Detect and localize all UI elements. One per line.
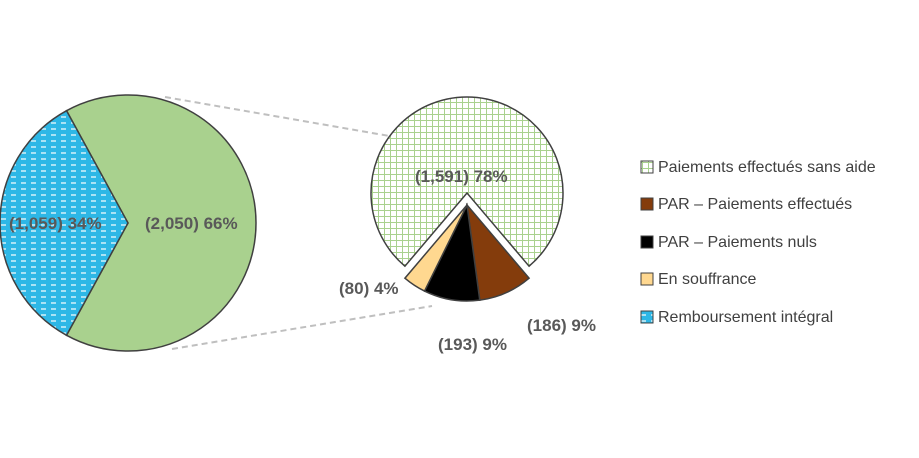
- slice-main-blue: [0, 109, 129, 337]
- legend-swatch-remboursement: [640, 310, 654, 324]
- legend-label-en-souffrance: En souffrance: [658, 271, 757, 288]
- label-main-green: (2,050) 66%: [145, 214, 238, 233]
- legend-label-sans-aide: Paiements effectués sans aide: [658, 159, 876, 176]
- legend-swatch-en-souffrance: [640, 272, 654, 286]
- legend: Paiements effectués sans aide PAR – Paie…: [640, 159, 876, 326]
- legend-label-par-effectues: PAR – Paiements effectués: [658, 196, 852, 213]
- main-pie: [0, 94, 257, 352]
- label-main-blue: (1,059) 34%: [9, 214, 102, 233]
- slice-sans-aide: [370, 96, 564, 268]
- connector-line-top: [164, 96, 471, 151]
- legend-swatch-par-effectues: [640, 197, 654, 211]
- label-par-nuls: (193) 9%: [438, 335, 507, 354]
- slice-main-green: [65, 94, 257, 352]
- legend-swatch-sans-aide: [640, 160, 654, 174]
- label-en-souffrance: (80) 4%: [339, 279, 399, 298]
- label-sans-aide: (1,591) 78%: [415, 167, 508, 186]
- legend-label-par-nuls: PAR – Paiements nuls: [658, 234, 817, 251]
- connector-line-bottom: [171, 305, 433, 350]
- label-par-effectues: (186) 9%: [527, 316, 596, 335]
- slice-en-souffrance: [403, 204, 468, 293]
- exploded-pie: [370, 96, 564, 302]
- legend-swatch-par-nuls: [640, 235, 654, 249]
- legend-label-remboursement: Remboursement intégral: [658, 309, 833, 326]
